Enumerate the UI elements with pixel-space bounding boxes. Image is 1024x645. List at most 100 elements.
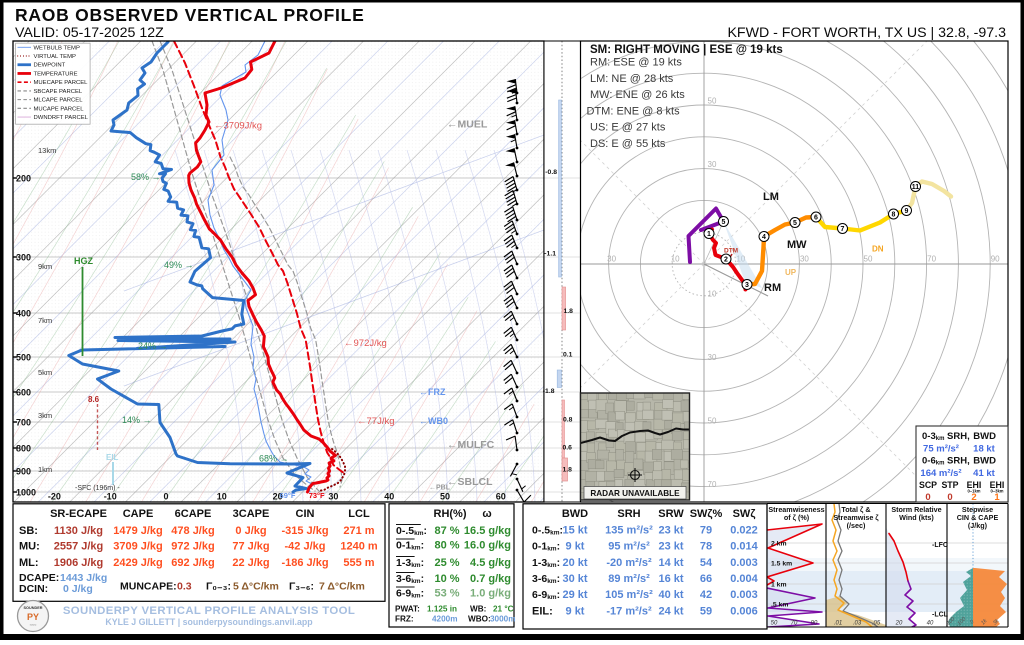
svg-text:0 J/kg: 0 J/kg xyxy=(63,583,93,595)
svg-text:1.125 in: 1.125 in xyxy=(427,605,457,614)
svg-text:1000: 1000 xyxy=(16,488,36,498)
svg-text:555 m: 555 m xyxy=(343,557,374,569)
svg-text:BWD: BWD xyxy=(973,456,996,467)
svg-text:4200m: 4200m xyxy=(432,615,458,624)
svg-text:←SBLCL: ←SBLCL xyxy=(447,476,493,488)
svg-text:DS: E @ 55 kts: DS: E @ 55 kts xyxy=(590,138,666,150)
svg-text:1479 J/kg: 1479 J/kg xyxy=(113,525,163,537)
svg-text:PWAT:: PWAT: xyxy=(395,605,420,614)
svg-text:8.6: 8.6 xyxy=(88,395,100,404)
svg-text:SRW: SRW xyxy=(658,508,684,520)
svg-text:5: 5 xyxy=(722,219,726,226)
svg-text:Wind (kts): Wind (kts) xyxy=(899,513,934,522)
svg-text:2 km: 2 km xyxy=(771,541,787,548)
svg-text:70: 70 xyxy=(708,480,717,489)
svg-text:SR-ECAPE: SR-ECAPE xyxy=(50,508,107,520)
svg-text:TEMPERATURE: TEMPERATURE xyxy=(34,71,78,77)
svg-text:50: 50 xyxy=(708,97,717,106)
svg-text:90: 90 xyxy=(811,621,818,627)
svg-text:2429 J/kg: 2429 J/kg xyxy=(113,557,163,569)
svg-text:24 kt: 24 kt xyxy=(658,606,683,618)
svg-text:0.022: 0.022 xyxy=(730,525,758,537)
svg-text:MUECAPE PARCEL: MUECAPE PARCEL xyxy=(34,80,89,86)
svg-text:0.014: 0.014 xyxy=(730,541,758,553)
svg-text:53 %: 53 % xyxy=(434,588,459,600)
svg-text:200: 200 xyxy=(16,174,31,184)
svg-text:16 kt: 16 kt xyxy=(658,573,683,585)
svg-text:6: 6 xyxy=(814,215,818,222)
svg-text:0: 0 xyxy=(163,492,168,502)
svg-text:5km: 5km xyxy=(38,368,52,377)
svg-text:-315 J/kg: -315 J/kg xyxy=(281,525,328,537)
svg-text:0.003: 0.003 xyxy=(730,589,758,601)
svg-text:105 m²/s²: 105 m²/s² xyxy=(605,589,653,601)
svg-text:SB:: SB: xyxy=(19,525,38,537)
svg-text:30: 30 xyxy=(800,255,809,264)
svg-text:(J/kg): (J/kg) xyxy=(968,521,988,530)
svg-text:HGZ: HGZ xyxy=(74,256,94,266)
svg-text:11: 11 xyxy=(912,184,920,191)
svg-text:-10: -10 xyxy=(104,492,117,502)
svg-text:30: 30 xyxy=(328,492,338,502)
svg-text:RADAR UNAVAILABLE: RADAR UNAVAILABLE xyxy=(590,489,680,498)
svg-text:1.8: 1.8 xyxy=(564,308,574,315)
svg-text:0.6: 0.6 xyxy=(563,445,573,452)
svg-text:.03: .03 xyxy=(853,621,862,627)
svg-text:13km: 13km xyxy=(38,146,56,155)
svg-text:0-6km SRH,: 0-6km SRH, xyxy=(922,456,970,467)
svg-text:MUNCAPE:: MUNCAPE: xyxy=(120,581,177,593)
svg-text:of ζ (%): of ζ (%) xyxy=(784,513,810,522)
svg-text:0.003: 0.003 xyxy=(730,557,758,569)
svg-text:14 kt: 14 kt xyxy=(658,557,683,569)
svg-text:-20: -20 xyxy=(48,492,61,502)
svg-text:CAPE: CAPE xyxy=(123,508,154,520)
svg-text:-20 m²/s²: -20 m²/s² xyxy=(606,557,652,569)
svg-text:75 m²/s²: 75 m²/s² xyxy=(923,444,959,455)
svg-text:0 J/kg: 0 J/kg xyxy=(235,525,266,537)
svg-text:8: 8 xyxy=(892,212,896,219)
svg-text:MW: MW xyxy=(787,239,807,251)
svg-text:←3709J/kg: ←3709J/kg xyxy=(214,121,262,132)
svg-text:←MULFC: ←MULFC xyxy=(447,439,495,451)
svg-text:←WB0: ←WB0 xyxy=(419,416,448,426)
svg-text:10: 10 xyxy=(708,289,717,298)
svg-text:700: 700 xyxy=(16,418,31,428)
svg-text:1.8: 1.8 xyxy=(563,467,573,474)
svg-text:30: 30 xyxy=(708,353,717,362)
svg-text:500: 500 xyxy=(16,353,31,363)
svg-text:68% →: 68% → xyxy=(259,454,289,464)
svg-text:10: 10 xyxy=(217,492,227,502)
svg-text:66: 66 xyxy=(700,573,712,585)
svg-text:SBCAPE PARCEL: SBCAPE PARCEL xyxy=(34,89,83,95)
svg-text:20 kt: 20 kt xyxy=(562,557,587,569)
svg-text:0-1km:: 0-1km: xyxy=(396,540,424,552)
svg-text:SWζ%: SWζ% xyxy=(690,508,723,520)
svg-text:600: 600 xyxy=(16,388,31,398)
svg-text:10 %: 10 % xyxy=(434,573,459,585)
svg-text:-LFC: -LFC xyxy=(932,542,948,549)
svg-text:-LCL: -LCL xyxy=(932,612,949,619)
svg-text:STP: STP xyxy=(941,480,958,490)
svg-text:0-3km SRH,: 0-3km SRH, xyxy=(922,431,970,442)
svg-text:0.3: 0.3 xyxy=(177,581,192,593)
svg-text:←FRZ: ←FRZ xyxy=(419,387,446,397)
svg-text:40: 40 xyxy=(927,621,934,627)
svg-text:DTM: DTM xyxy=(724,248,738,255)
svg-text:2557 J/kg: 2557 J/kg xyxy=(54,541,104,553)
svg-text:60: 60 xyxy=(496,492,506,502)
svg-text:29 kt: 29 kt xyxy=(562,589,587,601)
svg-text:LM: NE @ 28 kts: LM: NE @ 28 kts xyxy=(590,73,674,85)
svg-text:6CAPE: 6CAPE xyxy=(175,508,212,520)
svg-text:40 kt: 40 kt xyxy=(658,589,683,601)
svg-text:0.8: 0.8 xyxy=(563,417,573,424)
svg-text:14% →: 14% → xyxy=(122,415,152,425)
svg-text:SM: RIGHT MOVING | ESE @ 19 kt: SM: RIGHT MOVING | ESE @ 19 kts xyxy=(590,44,783,56)
svg-text:87 %: 87 % xyxy=(434,525,459,537)
svg-text:ML:: ML: xyxy=(19,557,39,569)
svg-text:10: 10 xyxy=(671,255,680,264)
svg-text:1.0 g/kg: 1.0 g/kg xyxy=(470,588,511,600)
svg-text:78: 78 xyxy=(700,541,712,553)
svg-text:49% →: 49% → xyxy=(164,260,194,270)
svg-text:3-6km:: 3-6km: xyxy=(396,573,424,585)
svg-text:135 m²/s²: 135 m²/s² xyxy=(605,525,653,537)
